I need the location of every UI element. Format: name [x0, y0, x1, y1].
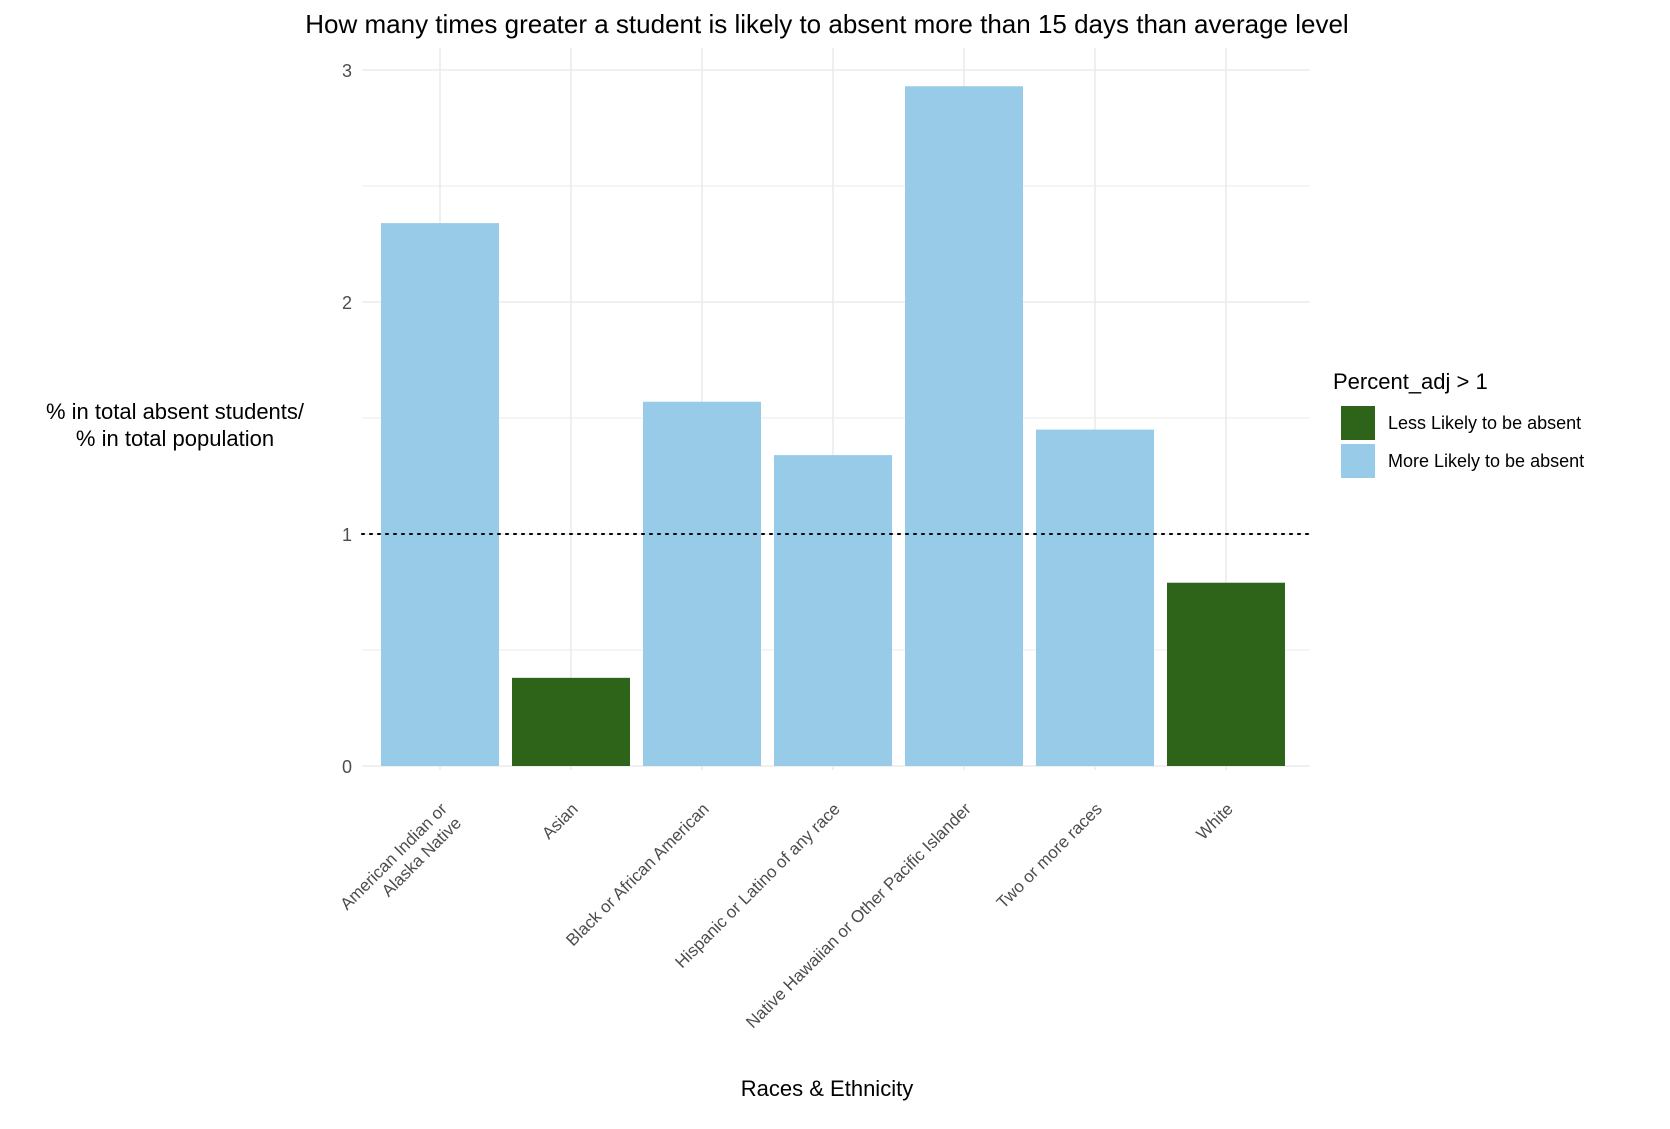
chart-title: How many times greater a student is like…	[305, 9, 1348, 39]
y-tick-label: 1	[342, 525, 352, 545]
bar	[1167, 582, 1285, 766]
legend-key	[1341, 444, 1375, 478]
x-tick-label: White	[1193, 799, 1237, 843]
y-tick-label: 2	[342, 293, 352, 313]
x-tick-label: Native Hawaiian or Other Pacific Islande…	[742, 799, 975, 1032]
y-axis-title-line-2: % in total population	[76, 426, 274, 451]
y-axis-title-line-1: % in total absent students/	[46, 399, 305, 424]
legend: Percent_adj > 1 Less Likely to be absent…	[1333, 369, 1584, 478]
x-tick-label: Asian	[538, 799, 582, 843]
bars	[381, 86, 1285, 767]
x-tick-label: Black or African American	[562, 799, 712, 949]
y-tick-label: 3	[342, 61, 352, 81]
x-axis-title: Races & Ethnicity	[741, 1076, 913, 1101]
x-tick-label: American Indian orAlaska Native	[336, 799, 465, 928]
legend-title: Percent_adj > 1	[1333, 369, 1488, 394]
bar	[381, 223, 499, 766]
legend-label: Less Likely to be absent	[1388, 413, 1581, 433]
bar	[512, 677, 630, 766]
bar	[643, 401, 761, 766]
bar	[905, 86, 1023, 767]
bar	[774, 455, 892, 766]
y-tick-labels: 0 1 2 3	[342, 61, 352, 777]
x-tick-label: Two or more races	[993, 799, 1106, 912]
legend-label: More Likely to be absent	[1388, 451, 1584, 471]
legend-key	[1341, 406, 1375, 440]
bar	[1036, 429, 1154, 766]
y-tick-label: 0	[342, 757, 352, 777]
x-tick-labels: American Indian orAlaska Native AsianBlac…	[336, 799, 1236, 1032]
